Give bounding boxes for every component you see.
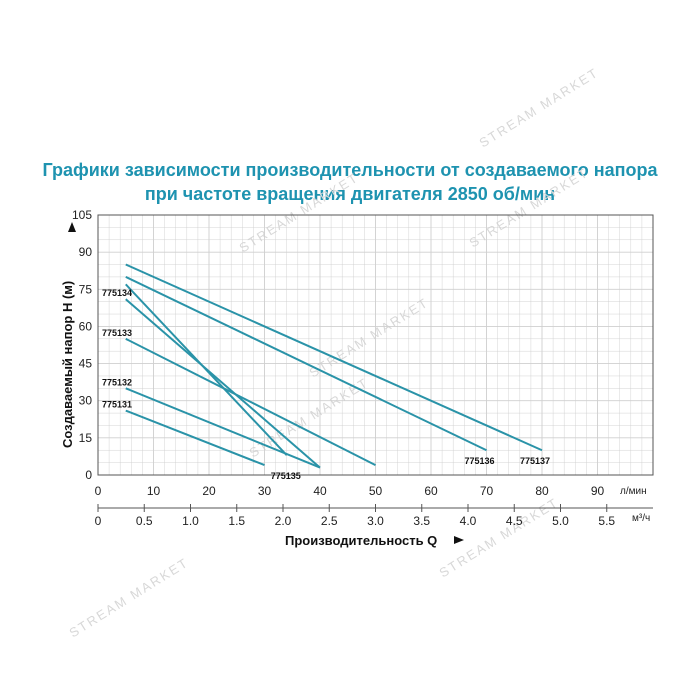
y-tick-labels: 0 15 30 45 60 75 90 105 (72, 208, 92, 482)
y-tick-label: 0 (85, 468, 92, 482)
series-label-775135: 775135 (271, 471, 301, 481)
x-tick-label-lmin: 0 (95, 484, 102, 498)
x-tick-label-lmin: 30 (258, 484, 272, 498)
grid (97, 214, 654, 476)
chart-title-line-1: Графики зависимости производительности о… (42, 160, 658, 180)
x-tick-label-lmin: 10 (147, 484, 161, 498)
x-tick-label-m3h: 5.5 (598, 514, 615, 528)
series-label-775136: 775136 (465, 456, 495, 466)
x-tick-label-m3h: 2.0 (275, 514, 292, 528)
x-tick-label-m3h: 1.5 (228, 514, 245, 528)
series-label-775137: 775137 (520, 456, 550, 466)
series-line-775133 (125, 337, 376, 466)
x-tick-labels-lmin: 0 10 20 30 40 50 60 70 80 90 (95, 484, 605, 498)
y-tick-label: 60 (79, 319, 93, 333)
x-tick-label-lmin: 80 (535, 484, 549, 498)
x-tick-label-m3h: 2.5 (321, 514, 338, 528)
y-axis-label: Создаваемый напор Н (м) (60, 281, 75, 448)
chart-title: Графики зависимости производительности о… (0, 158, 700, 206)
series-label-775134: 775134 (102, 288, 132, 298)
y-tick-label: 105 (72, 208, 92, 222)
x-tick-label-lmin: 40 (313, 484, 327, 498)
x-tick-label-m3h: 0 (95, 514, 102, 528)
y-tick-label: 90 (79, 245, 93, 259)
series-line-775137 (125, 263, 543, 452)
x-tick-label-m3h: 4.0 (460, 514, 477, 528)
x-unit-lmin: л/мин (620, 486, 647, 497)
series-line-775135 (125, 283, 288, 456)
series-label-775133: 775133 (102, 328, 132, 338)
x-tick-label-m3h: 5.0 (552, 514, 569, 528)
series-label-775132: 775132 (102, 377, 132, 387)
chart-title-line-2: при частоте вращения двигателя 2850 об/м… (144, 184, 556, 204)
x-tick-label-lmin: 50 (369, 484, 383, 498)
series-line-775136 (125, 276, 487, 452)
series-line-775132 (125, 387, 321, 469)
series-lines (125, 263, 543, 469)
y-tick-label: 15 (79, 431, 93, 445)
x-axis-arrow-icon (454, 536, 464, 544)
x-tick-label-lmin: 70 (480, 484, 494, 498)
x-tick-label-m3h: 1.0 (182, 514, 199, 528)
x-tick-label-lmin: 60 (424, 484, 438, 498)
x-tick-label-lmin: 20 (202, 484, 216, 498)
x-axis-label: Производительность Q (285, 533, 437, 548)
y-tick-label: 30 (79, 394, 93, 408)
x-tick-label-m3h: 3.0 (367, 514, 384, 528)
series-line-775134 (125, 298, 321, 469)
x-tick-label-lmin: 90 (591, 484, 605, 498)
series-labels: 775131 775132 775133 775134 775135 775136 7751… (102, 288, 550, 481)
y-tick-label: 45 (79, 357, 93, 371)
x-unit-m3h: м³/ч (632, 513, 650, 524)
series-line-775131 (125, 409, 265, 467)
y-axis-arrow-icon (68, 222, 76, 232)
series-label-775131: 775131 (102, 400, 132, 410)
x-tick-label-m3h: 3.5 (413, 514, 430, 528)
x-tick-label-m3h: 0.5 (136, 514, 153, 528)
x-tick-labels-m3h: 0 0.5 1.0 1.5 2.0 2.5 3.0 3.5 4.0 4.5 5.0 5.5 (95, 504, 615, 528)
x-tick-label-m3h: 4.5 (506, 514, 523, 528)
y-tick-label: 75 (79, 282, 93, 296)
plot-border (97, 214, 654, 476)
